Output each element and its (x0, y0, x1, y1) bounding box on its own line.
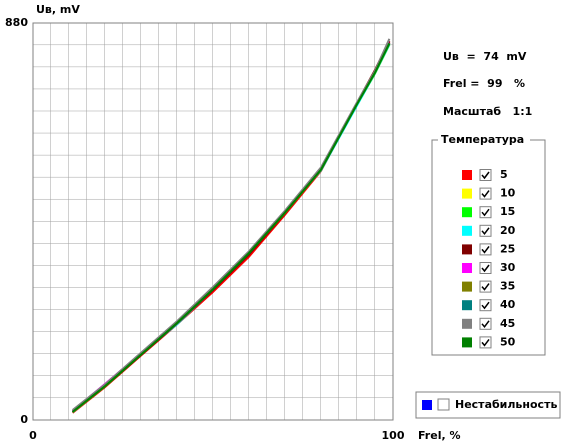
legend-swatch (462, 281, 472, 292)
x-axis-label: Frel, % (418, 429, 461, 442)
checkmark (481, 208, 490, 217)
legend-swatch (462, 170, 472, 180)
legend-swatch (462, 244, 472, 255)
legend-checkbox[interactable] (479, 280, 492, 293)
legend-title-bg (438, 133, 530, 147)
legend-label: 10 (500, 187, 516, 200)
checkmark (481, 245, 490, 254)
checkmark (481, 338, 490, 347)
instability-swatch (422, 400, 432, 410)
checkmark (481, 190, 490, 198)
y-tick-label: 880 (5, 16, 28, 29)
legend-swatch (462, 225, 472, 236)
y-axis-label: Uв, mV (36, 3, 80, 16)
legend-title: Температура (441, 133, 524, 146)
scale-readout: Масштаб 1:1 (443, 105, 532, 118)
legend-checkbox[interactable] (479, 317, 492, 330)
legend-checkbox[interactable] (479, 206, 492, 219)
instability-checkbox[interactable] (437, 398, 450, 411)
checkmark (481, 264, 490, 273)
legend-label: 40 (500, 298, 516, 311)
legend: 5 10 15 20 25 30 35 40 45 50 (462, 168, 516, 349)
checkmark (481, 171, 490, 180)
checkmark (481, 301, 490, 310)
x-tick-label: 100 (382, 429, 405, 442)
checkmark (481, 227, 490, 236)
legend-label: 25 (500, 242, 515, 255)
legend-checkbox[interactable] (479, 243, 492, 256)
legend-label: 20 (500, 224, 516, 237)
voltage-readout: Uв = 74 mV (443, 50, 527, 63)
plot (71, 38, 391, 414)
legend-checkbox[interactable] (479, 224, 492, 237)
legend-swatch (462, 318, 472, 329)
legend-checkbox[interactable] (479, 262, 492, 274)
checkmark (481, 283, 490, 291)
legend-label: 30 (500, 261, 516, 274)
legend-swatch (462, 207, 472, 218)
legend-label: 35 (500, 280, 515, 293)
legend-swatch (462, 263, 472, 273)
legend-label: 50 (500, 335, 516, 348)
legend-checkbox[interactable] (479, 187, 492, 200)
x-tick-label: 0 (29, 429, 37, 442)
y-tick-label: 0 (20, 413, 28, 426)
legend-label: 15 (500, 205, 515, 218)
series-line (71, 42, 391, 413)
legend-checkbox[interactable] (479, 336, 492, 349)
frequency-readout: Frel = 99 % (443, 77, 525, 90)
instability-label: Нестабильность (455, 398, 557, 411)
legend-label: 5 (500, 168, 508, 181)
legend-swatch (462, 188, 472, 199)
legend-checkbox[interactable] (479, 169, 492, 181)
legend-swatch (462, 337, 472, 348)
plot-area (32, 22, 394, 421)
checkmark (481, 320, 490, 329)
legend-checkbox[interactable] (479, 299, 492, 312)
legend-label: 45 (500, 317, 515, 330)
legend-swatch (462, 300, 472, 311)
